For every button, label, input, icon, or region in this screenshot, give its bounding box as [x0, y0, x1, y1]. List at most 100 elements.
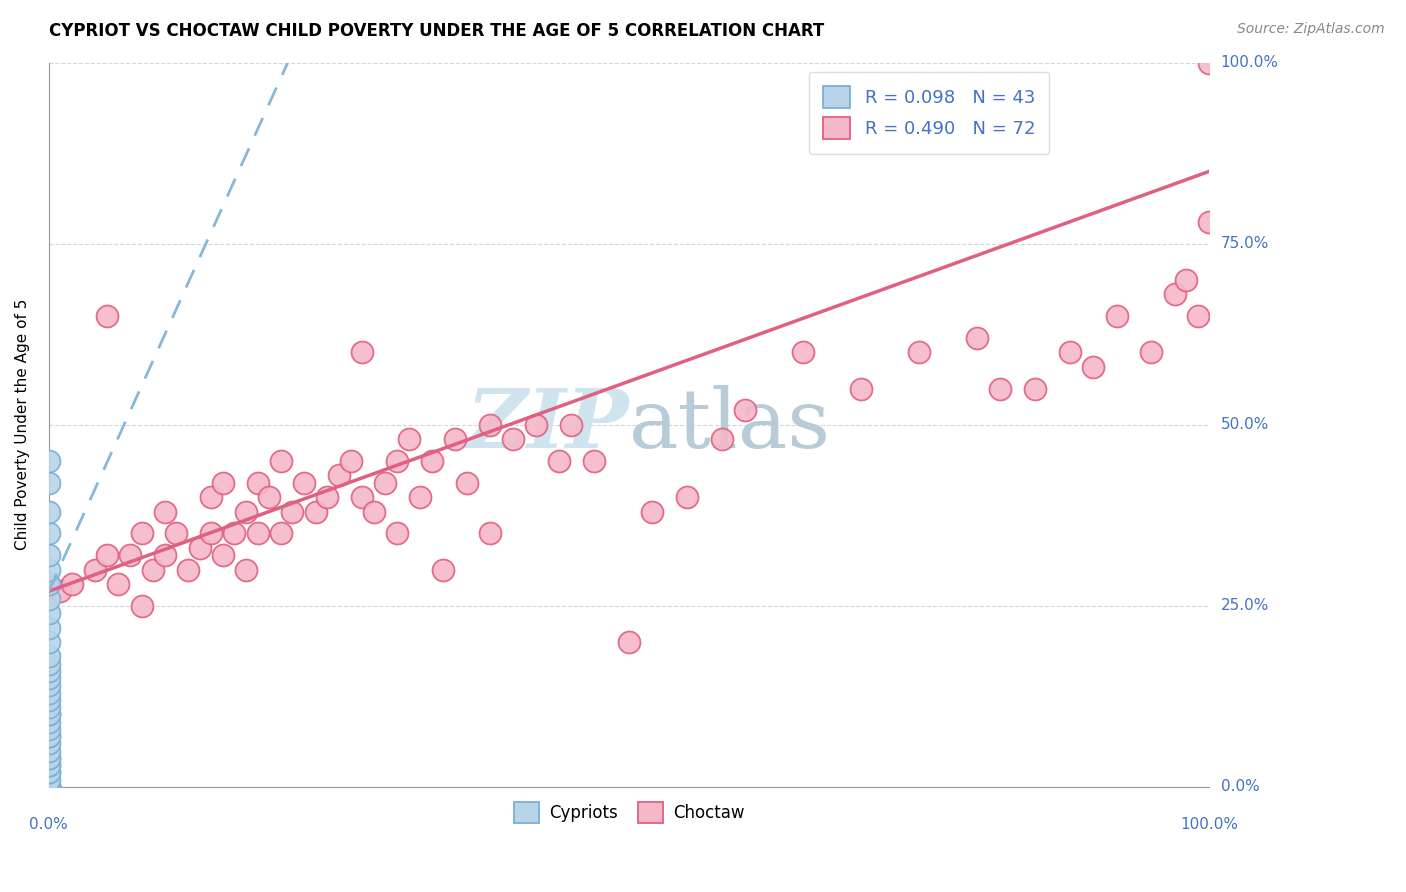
Point	[38, 758, 60, 772]
Point	[478, 526, 501, 541]
Point	[851, 382, 873, 396]
Point	[49, 584, 72, 599]
Point	[38, 620, 60, 634]
Point	[292, 475, 315, 490]
Point	[142, 563, 165, 577]
Point	[1059, 345, 1081, 359]
Point	[1187, 309, 1209, 323]
Point	[502, 432, 524, 446]
Point	[246, 526, 269, 541]
Point	[38, 563, 60, 577]
Point	[281, 505, 304, 519]
Point	[38, 606, 60, 620]
Point	[1198, 55, 1220, 70]
Point	[131, 526, 153, 541]
Point	[363, 505, 385, 519]
Point	[409, 490, 432, 504]
Point	[560, 417, 582, 432]
Point	[305, 505, 328, 519]
Point	[153, 505, 176, 519]
Text: atlas: atlas	[628, 384, 831, 465]
Text: 25.0%: 25.0%	[1220, 599, 1268, 614]
Point	[38, 714, 60, 729]
Point	[38, 664, 60, 678]
Point	[1198, 215, 1220, 229]
Point	[316, 490, 339, 504]
Point	[339, 454, 361, 468]
Point	[38, 707, 60, 722]
Point	[420, 454, 443, 468]
Text: 0.0%: 0.0%	[30, 817, 67, 832]
Point	[38, 505, 60, 519]
Point	[246, 475, 269, 490]
Point	[131, 599, 153, 613]
Point	[235, 563, 257, 577]
Point	[1024, 382, 1046, 396]
Point	[211, 548, 233, 562]
Point	[734, 403, 756, 417]
Point	[153, 548, 176, 562]
Point	[38, 635, 60, 649]
Point	[432, 563, 454, 577]
Legend: Cypriots, Choctaw: Cypriots, Choctaw	[508, 796, 751, 830]
Point	[38, 693, 60, 707]
Point	[84, 563, 107, 577]
Text: ZIP: ZIP	[467, 384, 628, 465]
Point	[38, 454, 60, 468]
Point	[583, 454, 606, 468]
Text: 50.0%: 50.0%	[1220, 417, 1268, 433]
Point	[1175, 273, 1198, 287]
Point	[38, 722, 60, 736]
Point	[200, 490, 222, 504]
Point	[270, 454, 292, 468]
Point	[990, 382, 1012, 396]
Point	[38, 780, 60, 794]
Point	[38, 526, 60, 541]
Point	[38, 751, 60, 765]
Point	[38, 729, 60, 743]
Point	[374, 475, 396, 490]
Point	[1140, 345, 1163, 359]
Point	[224, 526, 246, 541]
Point	[188, 541, 211, 555]
Point	[165, 526, 187, 541]
Point	[524, 417, 547, 432]
Point	[38, 649, 60, 664]
Point	[38, 657, 60, 671]
Point	[38, 707, 60, 722]
Text: 100.0%: 100.0%	[1181, 817, 1239, 832]
Point	[548, 454, 571, 468]
Point	[270, 526, 292, 541]
Point	[385, 526, 408, 541]
Point	[352, 490, 374, 504]
Point	[617, 635, 640, 649]
Point	[38, 780, 60, 794]
Text: 75.0%: 75.0%	[1220, 236, 1268, 252]
Point	[352, 345, 374, 359]
Point	[38, 780, 60, 794]
Point	[235, 505, 257, 519]
Point	[1163, 287, 1185, 301]
Point	[38, 765, 60, 780]
Point	[966, 331, 988, 345]
Point	[177, 563, 200, 577]
Point	[676, 490, 699, 504]
Point	[398, 432, 420, 446]
Point	[38, 686, 60, 700]
Point	[107, 577, 129, 591]
Point	[38, 744, 60, 758]
Point	[38, 729, 60, 743]
Point	[38, 671, 60, 685]
Point	[38, 548, 60, 562]
Point	[38, 780, 60, 794]
Point	[38, 591, 60, 606]
Point	[38, 475, 60, 490]
Point	[60, 577, 83, 591]
Point	[38, 678, 60, 692]
Point	[38, 772, 60, 787]
Point	[444, 432, 467, 446]
Point	[478, 417, 501, 432]
Point	[118, 548, 141, 562]
Point	[259, 490, 281, 504]
Point	[96, 548, 118, 562]
